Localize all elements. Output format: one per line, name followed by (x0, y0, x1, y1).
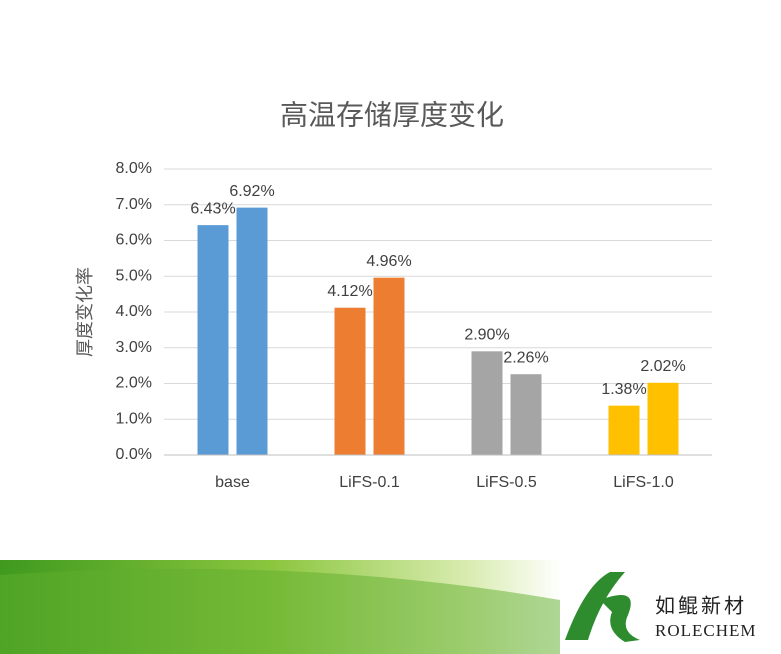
y-tick-label: 8.0% (116, 160, 152, 177)
brand-cn: 如鲲新材 (655, 594, 747, 617)
bar (471, 351, 503, 455)
bar (334, 307, 366, 455)
y-tick-label: 5.0% (116, 267, 152, 284)
brand-en: ROLECHEM (655, 621, 757, 640)
x-tick-label: LiFS-0.1 (339, 474, 400, 491)
y-tick-label: 6.0% (116, 232, 152, 249)
data-label: 4.96% (366, 253, 411, 270)
bar (236, 207, 268, 455)
y-tick-label: 7.0% (116, 196, 152, 213)
chart-title: 高温存储厚度变化 (280, 99, 504, 130)
y-tick-label: 4.0% (116, 303, 152, 320)
bar (373, 277, 405, 455)
x-tick-label: LiFS-1.0 (613, 474, 674, 491)
x-tick-label: base (215, 474, 250, 491)
y-tick-label: 3.0% (116, 339, 152, 356)
data-label: 6.92% (229, 183, 274, 200)
data-label: 2.90% (464, 327, 509, 344)
y-tick-label: 2.0% (116, 375, 152, 392)
plot-area: 0.0% 1.0% 2.0% 3.0% 4.0% 5.0% 6.0% 7.0% 8.0% base… (116, 160, 712, 491)
logo-mark (565, 572, 640, 642)
data-label: 2.02% (640, 358, 685, 375)
data-label: 2.26% (503, 349, 548, 366)
y-tick-label: 1.0% (116, 410, 152, 427)
bar (197, 225, 229, 455)
data-label: 6.43% (190, 200, 235, 217)
footer-wave (0, 568, 560, 654)
y-axis-label: 厚度变化率 (75, 267, 95, 357)
bar (647, 382, 679, 455)
bar (608, 405, 640, 455)
bar (510, 374, 542, 455)
data-label: 4.12% (327, 283, 372, 300)
y-tick-label: 0.0% (116, 446, 152, 463)
x-tick-label: LiFS-0.5 (476, 474, 537, 491)
data-label: 1.38% (601, 381, 646, 398)
